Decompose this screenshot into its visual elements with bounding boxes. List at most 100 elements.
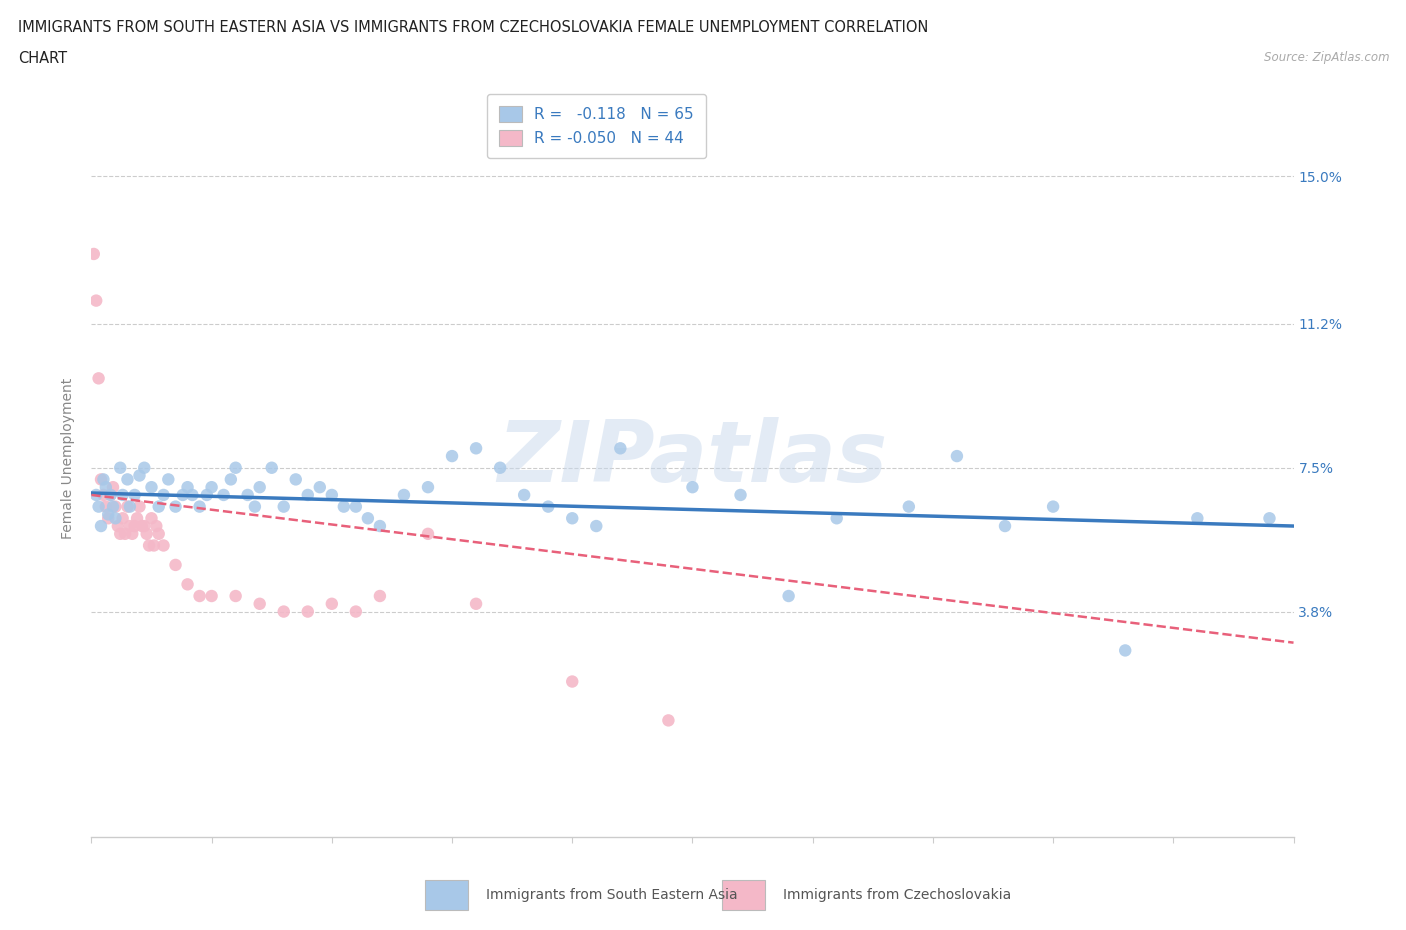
Point xyxy=(1187,511,1209,525)
Point xyxy=(148,499,170,514)
Point xyxy=(134,519,156,534)
Point xyxy=(297,487,319,502)
Point xyxy=(138,538,160,553)
Point xyxy=(141,480,163,495)
Point xyxy=(308,480,330,495)
Point xyxy=(84,293,107,308)
Point xyxy=(273,604,295,619)
Point xyxy=(124,487,146,502)
Point xyxy=(219,472,242,486)
Point xyxy=(561,511,583,525)
Point xyxy=(152,487,174,502)
Text: ZIPatlas: ZIPatlas xyxy=(498,417,887,499)
Point xyxy=(107,519,129,534)
Point xyxy=(94,499,117,514)
Point xyxy=(101,499,124,514)
Point xyxy=(825,511,848,525)
Point xyxy=(145,519,167,534)
Text: Immigrants from South Eastern Asia: Immigrants from South Eastern Asia xyxy=(486,888,738,902)
Point xyxy=(778,589,800,604)
Text: IMMIGRANTS FROM SOUTH EASTERN ASIA VS IMMIGRANTS FROM CZECHOSLOVAKIA FEMALE UNEM: IMMIGRANTS FROM SOUTH EASTERN ASIA VS IM… xyxy=(18,20,928,35)
Point xyxy=(128,499,150,514)
Point xyxy=(297,604,319,619)
Point xyxy=(142,538,165,553)
Point xyxy=(609,441,631,456)
Point xyxy=(104,511,127,525)
Point xyxy=(176,577,198,591)
Point xyxy=(131,519,153,534)
Point xyxy=(489,460,512,475)
Point xyxy=(730,487,752,502)
Point xyxy=(260,460,283,475)
Point xyxy=(392,487,415,502)
Point xyxy=(148,526,170,541)
Point xyxy=(537,499,560,514)
Point xyxy=(465,596,488,611)
Point xyxy=(172,487,194,502)
Point xyxy=(440,448,463,463)
FancyBboxPatch shape xyxy=(721,881,765,910)
Point xyxy=(165,499,187,514)
Point xyxy=(284,472,307,486)
Point xyxy=(93,472,115,486)
Point xyxy=(101,480,124,495)
Point xyxy=(118,519,141,534)
Point xyxy=(118,499,141,514)
Point xyxy=(157,472,180,486)
Text: Immigrants from Czechoslovakia: Immigrants from Czechoslovakia xyxy=(783,888,1012,902)
Point xyxy=(681,480,703,495)
Point xyxy=(357,511,380,525)
Y-axis label: Female Unemployment: Female Unemployment xyxy=(62,378,76,538)
Point xyxy=(994,519,1017,534)
Point xyxy=(465,441,488,456)
Point xyxy=(344,604,367,619)
Point xyxy=(585,519,607,534)
Point xyxy=(416,480,439,495)
Point xyxy=(195,487,218,502)
Point xyxy=(561,674,583,689)
Point xyxy=(188,589,211,604)
Point xyxy=(165,557,187,572)
Point xyxy=(87,371,110,386)
Point xyxy=(93,487,115,502)
Point xyxy=(111,511,134,525)
Point xyxy=(117,499,139,514)
Point xyxy=(321,596,343,611)
Point xyxy=(90,519,112,534)
Point xyxy=(181,487,204,502)
Point xyxy=(141,511,163,525)
Point xyxy=(97,511,120,525)
FancyBboxPatch shape xyxy=(425,881,468,910)
Point xyxy=(201,480,224,495)
Point xyxy=(946,448,969,463)
Point xyxy=(513,487,536,502)
Point xyxy=(121,526,143,541)
Point xyxy=(225,460,247,475)
Point xyxy=(188,499,211,514)
Point xyxy=(87,499,110,514)
Point xyxy=(1114,643,1136,658)
Text: CHART: CHART xyxy=(18,51,67,66)
Point xyxy=(128,468,150,483)
Point xyxy=(416,526,439,541)
Point xyxy=(97,507,120,522)
Point xyxy=(117,472,139,486)
Point xyxy=(100,487,122,502)
Point xyxy=(273,499,295,514)
Point xyxy=(110,526,132,541)
Legend: R =   -0.118   N = 65, R = -0.050   N = 44: R = -0.118 N = 65, R = -0.050 N = 44 xyxy=(486,94,706,158)
Point xyxy=(1258,511,1281,525)
Point xyxy=(124,519,146,534)
Point xyxy=(321,487,343,502)
Point xyxy=(212,487,235,502)
Point xyxy=(201,589,224,604)
Point xyxy=(90,472,112,486)
Point xyxy=(243,499,266,514)
Point xyxy=(657,713,679,728)
Point xyxy=(84,487,107,502)
Point xyxy=(333,499,356,514)
Point xyxy=(83,246,105,261)
Point xyxy=(134,460,156,475)
Point xyxy=(152,538,174,553)
Point xyxy=(135,526,157,541)
